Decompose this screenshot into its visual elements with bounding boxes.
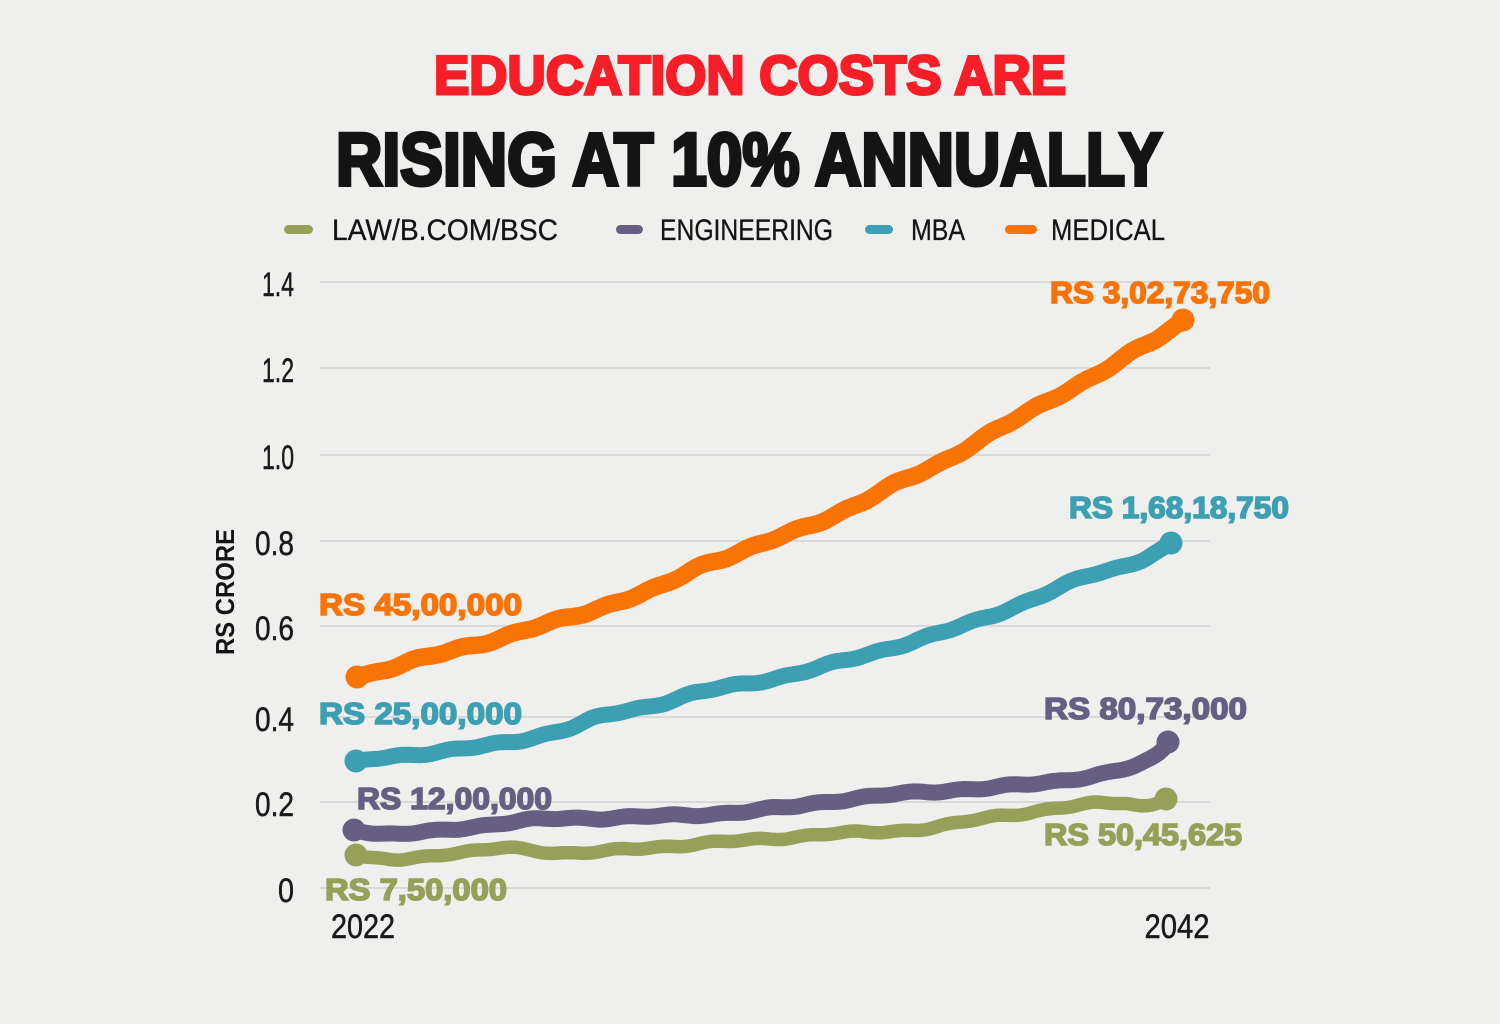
svg-text:MBA: MBA (911, 214, 965, 247)
svg-text:0.2: 0.2 (255, 786, 294, 824)
svg-text:1.4: 1.4 (262, 266, 294, 304)
svg-text:1.0: 1.0 (262, 439, 294, 477)
svg-text:2022: 2022 (331, 908, 395, 946)
svg-text:RS 80,73,000: RS 80,73,000 (1044, 691, 1247, 726)
svg-text:RS 12,00,000: RS 12,00,000 (357, 781, 552, 816)
svg-text:RS 45,00,000: RS 45,00,000 (319, 587, 522, 622)
svg-text:EDUCATION COSTS ARE: EDUCATION COSTS ARE (434, 44, 1066, 106)
svg-text:2042: 2042 (1145, 908, 1210, 946)
svg-text:RISING AT 10% ANNUALLY: RISING AT 10% ANNUALLY (336, 118, 1162, 201)
svg-text:1.2: 1.2 (262, 352, 294, 390)
svg-text:0: 0 (278, 872, 294, 910)
svg-text:LAW/B.COM/BSC: LAW/B.COM/BSC (332, 214, 558, 247)
svg-text:ENGINEERING: ENGINEERING (660, 214, 833, 247)
svg-text:RS 7,50,000: RS 7,50,000 (325, 872, 507, 907)
svg-text:RS 1,68,18,750: RS 1,68,18,750 (1069, 490, 1289, 525)
svg-text:RS 3,02,73,750: RS 3,02,73,750 (1050, 275, 1270, 310)
svg-text:0.6: 0.6 (255, 610, 294, 648)
svg-text:0.4: 0.4 (255, 701, 294, 739)
svg-text:0.8: 0.8 (255, 525, 294, 563)
svg-text:RS CRORE: RS CRORE (210, 529, 240, 655)
svg-text:RS 25,00,000: RS 25,00,000 (319, 696, 522, 731)
svg-text:RS 50,45,625: RS 50,45,625 (1044, 817, 1242, 852)
svg-text:MEDICAL: MEDICAL (1051, 214, 1165, 247)
